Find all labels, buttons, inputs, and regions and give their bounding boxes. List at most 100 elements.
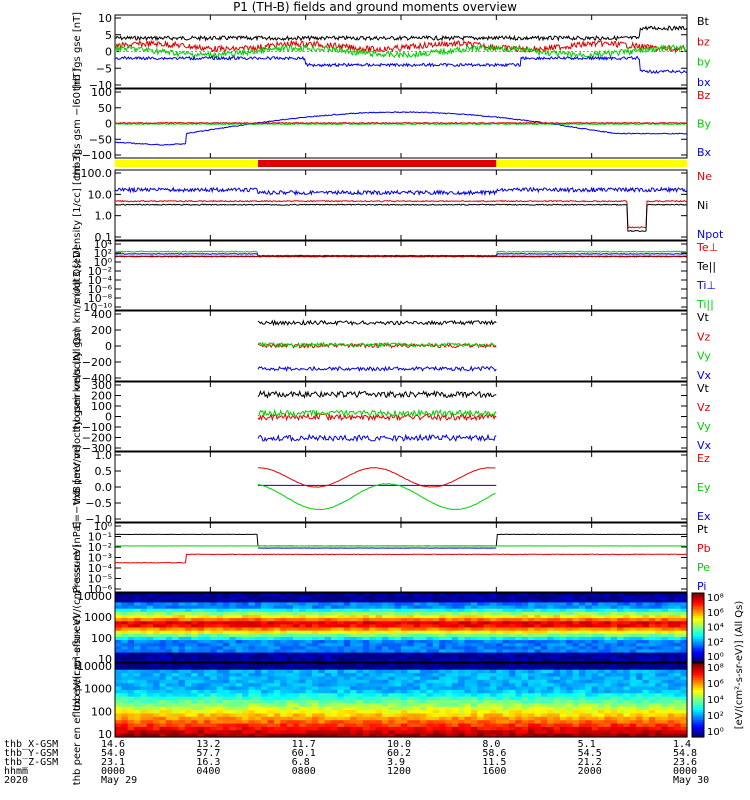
spectro-cell [458,713,466,718]
legend-by: by [697,56,711,69]
spectro-cell [165,640,173,644]
spectro-cell [496,689,504,694]
spectro-cell [458,621,466,625]
spectro-cell [648,689,656,694]
spectro-cell [598,605,605,610]
spectro-cell [502,611,510,616]
spectro-cell [388,663,396,667]
spectro-cell [636,723,644,728]
spectro-cell [242,666,250,671]
spectro-cell [515,618,523,622]
spectro-cell [496,655,504,660]
spectro-cell [350,599,358,604]
spectro-cell [165,723,173,728]
spectro-cell [445,649,453,654]
spectro-cell [648,733,656,738]
y-tick-label: 1000 [84,683,112,696]
spectro-cell [521,716,529,721]
spectro-cell [439,608,447,613]
colorbar-cell [692,680,704,684]
spectro-cell [381,726,389,731]
spectro-cell [566,596,574,600]
spectro-cell [445,676,453,681]
spectro-cell [566,693,574,698]
spectro-cell [331,646,339,651]
spectro-cell [229,723,237,728]
spectro-cell [470,666,478,671]
spectro-cell [318,605,326,610]
spectro-cell [299,633,307,638]
spectro-cell [458,611,466,616]
spectro-cell [127,636,135,641]
spectro-cell [496,703,504,708]
spectro-cell [159,630,167,635]
spectro-cell [356,627,364,632]
spectro-cell [312,630,319,635]
spectro-cell [680,733,688,738]
spectro-cell [153,710,161,715]
spectro-cell [210,658,218,663]
spectro-cell [280,602,288,607]
spectro-cell [165,596,173,600]
spectro-cell [636,596,644,600]
spectro-cell [394,636,402,641]
spectro-cell [242,679,250,684]
spectro-cell [509,608,516,613]
spectro-cell [312,706,319,711]
spectro-cell [356,621,364,625]
spectro-cell [381,627,389,632]
spectro-cell [197,663,205,667]
spectro-cell [261,618,269,622]
spectro-cell [655,666,663,671]
spectro-cell [286,673,294,678]
spectro-cell [598,696,605,701]
spectro-cell [210,730,218,735]
spectro-cell [134,658,142,663]
spectro-cell [432,611,440,616]
spectro-cell [305,602,313,607]
spectro-cell [407,649,415,654]
spectro-cell [235,649,243,654]
spectro-cell [680,663,688,667]
spectro-cell [470,599,478,604]
spectro-cell [655,723,663,728]
spectro-cell [381,696,389,701]
spectro-cell [350,636,358,641]
spectro-cell [483,658,491,663]
spectro-cell [655,710,663,715]
spectro-cell [362,713,370,718]
spectro-cell [292,710,300,715]
spectro-cell [267,596,275,600]
spectro-cell [254,593,262,597]
spectro-cell [254,599,262,604]
spectro-cell [604,700,612,704]
spectro-cell [210,643,218,647]
spectro-cell [610,593,618,597]
spectro-cell [146,614,154,619]
spectro-cell [134,602,142,607]
spectro-cell [680,599,688,604]
legend-Vx: Vx [697,439,712,452]
spectro-cell [489,649,497,654]
spectro-cell [566,686,574,691]
spectro-cell [223,640,230,644]
spectro-cell [413,655,421,660]
spectro-cell [451,611,459,616]
series-bx [114,55,688,74]
spectro-cell [280,618,288,622]
spectro-cell [642,643,650,647]
spectro-cell [242,693,250,698]
spectro-cell [648,640,656,644]
spectro-cell [623,726,631,731]
spectro-cell [610,716,618,721]
spectro-cell [191,683,199,688]
spectro-cell [121,640,129,644]
spectro-cell [127,652,135,657]
spectro-cell [496,683,504,688]
spectro-cell [197,621,205,625]
spectro-cell [203,720,211,725]
spectro-cell [381,599,389,604]
spectro-cell [184,614,192,619]
spectro-cell [426,693,434,698]
spectro-cell [159,666,167,671]
